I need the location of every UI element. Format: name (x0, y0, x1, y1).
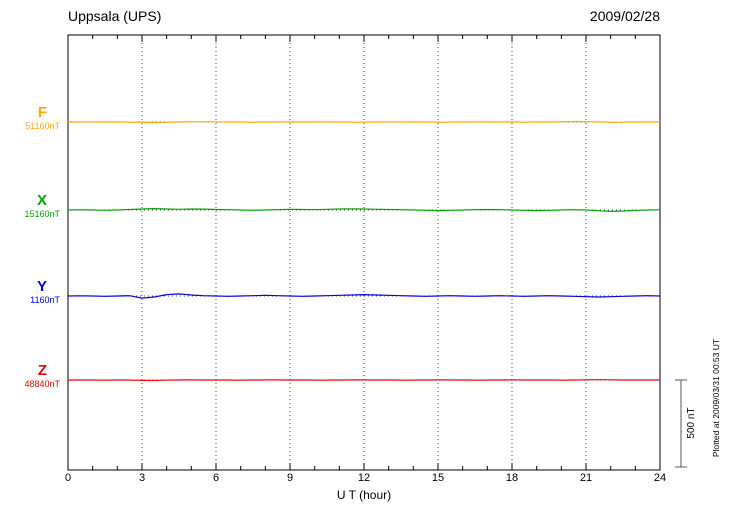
plot-timestamp-note: Plotted at 2009/03/31 00:53 UT (711, 339, 721, 457)
trace-layer (67, 120, 661, 382)
series-letter-Z: Z (37, 362, 47, 379)
trace-X (67, 207, 661, 213)
scale-bar: 500 nT (675, 379, 697, 468)
series-letter-F: F (37, 104, 47, 121)
series-letter-Y: Y (36, 278, 47, 295)
series-label-F: F 51160nT (0, 105, 60, 132)
x-axis-label: U T (hour) (336, 488, 392, 502)
series-label-Z: Z 48840nT (0, 363, 60, 390)
series-letter-X: X (36, 192, 47, 209)
station-title: Uppsala (UPS) (68, 8, 162, 24)
scale-bar-label: 500 nT (686, 407, 697, 438)
x-tick-label: 0 (64, 472, 72, 484)
x-tick-label: 24 (653, 472, 667, 484)
trace-Y (67, 293, 661, 299)
series-baseline-X: 15160nT (24, 209, 60, 219)
x-tick-label: 6 (212, 472, 220, 484)
series-baseline-Z: 48840nT (24, 379, 60, 389)
x-tick-label: 9 (286, 472, 294, 484)
x-tick-label: 18 (505, 472, 519, 484)
x-tick-label: 3 (138, 472, 146, 484)
trace-F (68, 120, 660, 124)
trace-Z (68, 379, 660, 382)
grid-layer (67, 35, 661, 470)
x-tick-label: 21 (579, 472, 593, 484)
series-label-X: X 15160nT (0, 193, 60, 220)
series-baseline-F: 51160nT (25, 121, 60, 131)
series-label-Y: Y 1160nT (0, 279, 60, 306)
x-tick-label: 15 (431, 472, 445, 484)
date-label: 2009/02/28 (589, 8, 660, 24)
x-tick-label: 12 (357, 472, 371, 484)
plot-border (67, 34, 661, 471)
series-baseline-Y: 1160nT (30, 295, 60, 305)
